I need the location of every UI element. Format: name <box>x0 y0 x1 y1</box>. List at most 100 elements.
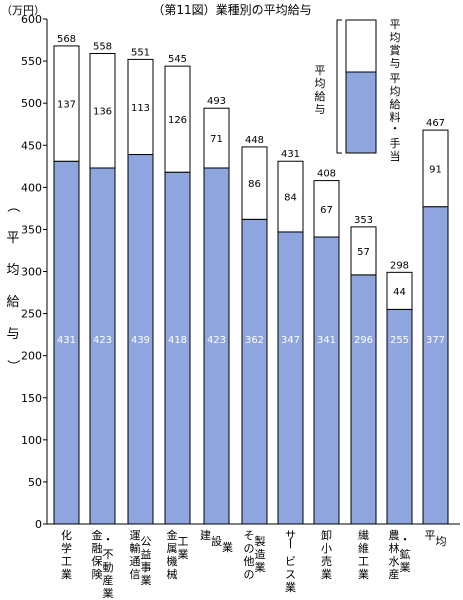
y-axis-label-char: 平 <box>6 231 19 246</box>
legend-label-char: 均 <box>390 31 401 44</box>
legend-label-char: 平 <box>390 18 401 31</box>
x-tick-label-char: 農 <box>389 528 400 542</box>
bar-group: 431 84 347 <box>277 149 304 525</box>
y-axis-label-char: 均 <box>6 263 19 278</box>
bar-group: 408 67 341 <box>313 169 340 525</box>
x-tick-label-char: 小 <box>321 542 332 555</box>
bar-salary-value-bg <box>129 334 152 346</box>
bar-bonus-value: 84 <box>284 193 297 204</box>
bar-total-label: 568 <box>57 34 76 45</box>
x-tick-label-char: 建 <box>200 528 211 542</box>
x-tick-label-char: 業 <box>285 581 296 594</box>
bar-salary-value-bg <box>315 334 338 346</box>
legend-group-label-char: 与 <box>315 103 326 116</box>
y-tick-label: 300 <box>21 266 42 279</box>
bar-group: 551 113 439 <box>127 47 154 525</box>
bar-total-label: 545 <box>168 54 187 65</box>
bar-total-label: 298 <box>390 260 409 271</box>
x-tick-label-char: 工 <box>178 535 189 548</box>
y-tick-label: 200 <box>21 350 42 363</box>
bar-salary-value-bg <box>91 334 114 346</box>
x-tick-label-char: 業 <box>255 561 266 574</box>
bar-salary-value: 377 <box>426 335 445 346</box>
bars: 568 137 431 558 136 423 551 113 439 545 126 418 493 7… <box>53 34 449 525</box>
x-tick-label-char: 機 <box>167 554 178 568</box>
bar-group: 353 57 296 <box>350 215 377 525</box>
x-tick-label-char: 他 <box>244 555 255 568</box>
bar-total-label: 408 <box>317 169 336 180</box>
bar-group: 467 91 377 <box>422 118 449 525</box>
bar-bonus-value: 67 <box>320 205 333 216</box>
bar-salary-segment <box>241 218 268 525</box>
x-tick-label-char: 平 <box>425 529 436 542</box>
x-tick-label-char: そ <box>244 529 255 542</box>
x-tick-label-char: 造 <box>255 547 266 561</box>
legend-group-label-char: 均 <box>315 77 326 90</box>
bar-bonus-segment <box>53 45 80 162</box>
x-tick-label-char: 融 <box>92 542 103 555</box>
legend-label-char: 平 <box>390 72 401 85</box>
x-tick-label-char: 業 <box>141 574 152 587</box>
x-tick-label-char: ス <box>285 568 296 581</box>
y-axis-label-char: 与 <box>6 327 19 342</box>
x-tick-label-char: 動 <box>103 560 114 574</box>
legend-label-char: 手 <box>390 136 401 150</box>
bar-total-label: 448 <box>245 135 264 146</box>
bar-group: 298 44 255 <box>386 260 413 525</box>
x-tick-label-char: 均 <box>436 535 447 548</box>
x-tick-label-char: の <box>244 542 255 555</box>
bar-bonus-segment <box>203 107 230 169</box>
bar-salary-value: 439 <box>131 335 150 346</box>
x-tick-label-char: 維 <box>358 542 369 555</box>
bar-salary-segment <box>422 206 449 525</box>
bar-total-label: 431 <box>281 149 300 160</box>
x-tick-label-char: 業 <box>321 568 332 581</box>
y-axis-label-char: ） <box>5 359 20 372</box>
bar-bonus-value: 113 <box>131 103 150 114</box>
x-tick-label-char: 事 <box>141 561 152 574</box>
x-axis-labels: 化学工業金融保険・不動産業運輸通信公益事業金属機械工業建設業その他の製造業サービ… <box>61 528 447 600</box>
legend-bracket <box>336 19 342 154</box>
bar-salary-value-bg <box>205 334 228 346</box>
y-tick-label: 500 <box>21 97 42 110</box>
bar-bonus-segment <box>313 180 340 238</box>
legend-label-char: 料 <box>390 110 401 124</box>
y-axis-label-char: 給 <box>6 295 19 310</box>
y-tick-label: 450 <box>21 139 42 152</box>
legend-label-char: 当 <box>390 149 401 163</box>
x-tick-label-char: ビ <box>285 555 296 568</box>
x-tick-label-char: 金 <box>167 528 178 542</box>
bar-bonus-value: 137 <box>57 100 76 111</box>
y-axis-label-char: （ <box>5 199 20 212</box>
bar-salary-value: 347 <box>281 335 300 346</box>
x-tick-label-char: 業 <box>103 587 114 600</box>
bar-group: 558 136 423 <box>89 42 116 525</box>
bar-bonus-segment <box>422 129 449 208</box>
bar-group: 545 126 418 <box>164 54 191 525</box>
x-tick-label-char: 運 <box>130 529 141 542</box>
bar-salary-value-bg <box>352 334 375 346</box>
bar-bonus-value: 44 <box>393 287 406 298</box>
bar-total-label: 551 <box>131 47 150 58</box>
bar-bonus-value: 126 <box>168 115 187 126</box>
legend-label-char: ・ <box>390 122 401 135</box>
x-tick-label-char: ・ <box>103 533 114 546</box>
legend-label-char: 与 <box>390 57 401 70</box>
unit-label: （万円） <box>1 4 45 17</box>
x-tick-label-char: 化 <box>61 528 72 542</box>
legend-group-label-char: 平 <box>315 64 326 77</box>
y-tick-label: 50 <box>28 476 42 489</box>
y-tick-label: 600 <box>21 13 42 26</box>
y-tick-label: 250 <box>21 308 42 321</box>
x-tick-label-char: 益 <box>141 547 152 561</box>
bar-bonus-segment <box>127 58 154 156</box>
x-tick-label-char: 不 <box>103 548 114 561</box>
x-tick-label-char: 産 <box>103 574 114 587</box>
bar-salary-value-bg <box>424 334 447 346</box>
bar-bonus-segment <box>241 146 268 220</box>
x-tick-label-char: 製 <box>255 534 266 548</box>
bar-salary-segment <box>164 171 191 525</box>
bar-group: 493 71 423 <box>203 96 230 525</box>
bar-salary-value: 255 <box>390 335 409 346</box>
